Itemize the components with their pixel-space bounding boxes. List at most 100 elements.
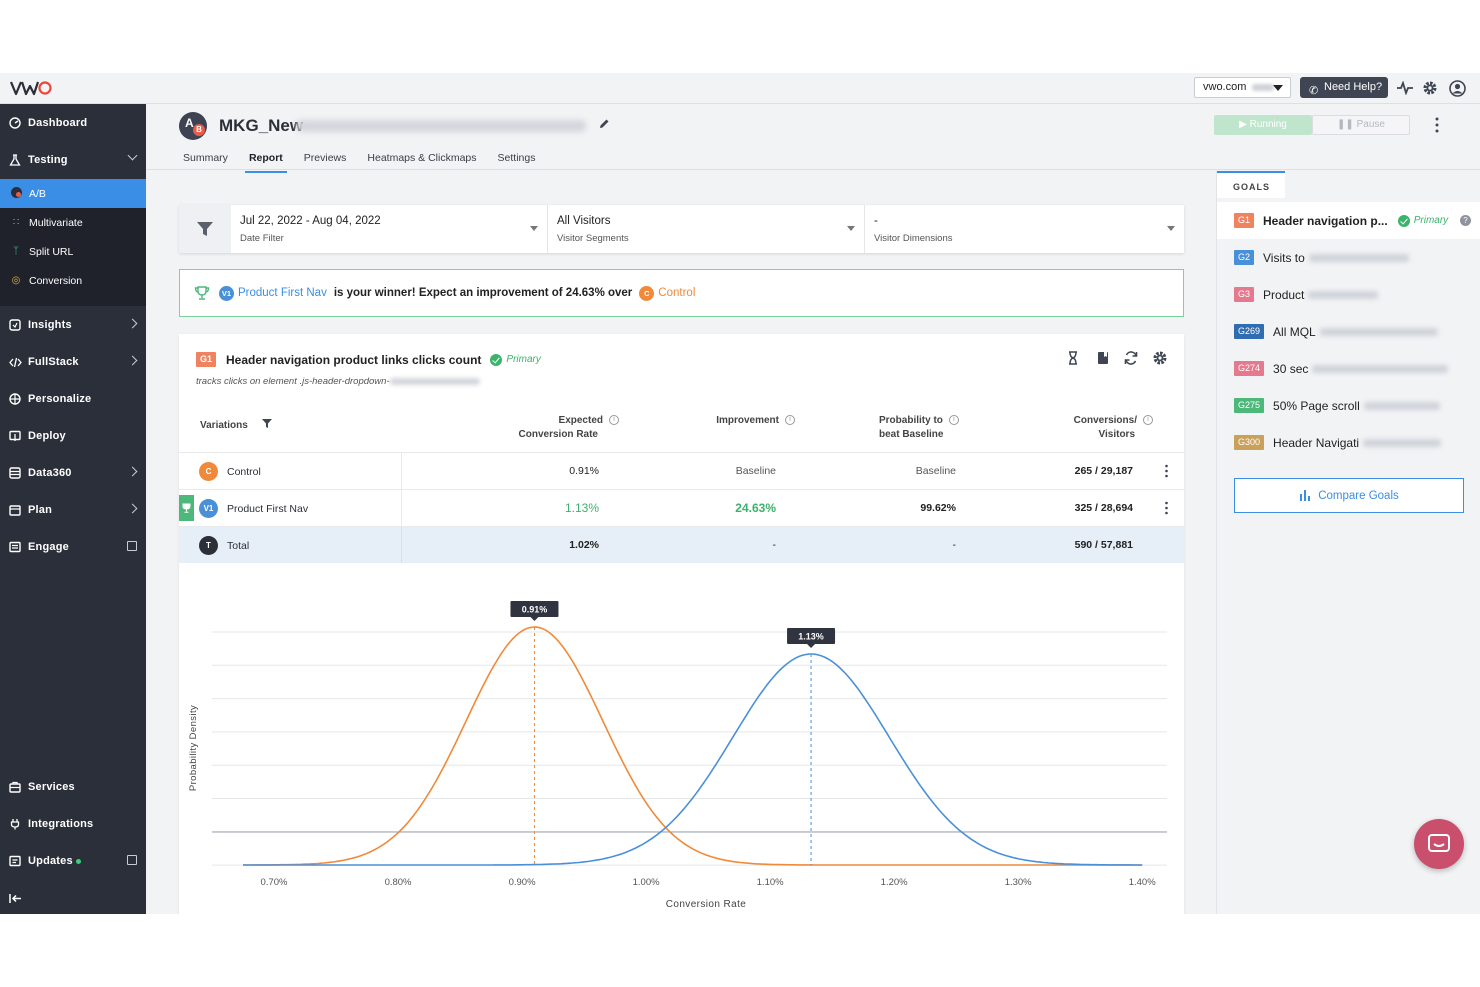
split-icon: ᛉ (13, 246, 19, 257)
sidebar-item-label: Testing (28, 154, 68, 166)
probability-header-line1: Probability to (879, 415, 943, 426)
goal-label: Header navigation p... (1263, 213, 1388, 228)
pause-button[interactable]: ❚❚ Pause (1312, 115, 1410, 135)
info-icon[interactable]: i (785, 415, 795, 426)
goal-item-g2[interactable]: G2 Visits to (1217, 239, 1480, 276)
control-link[interactable]: Control (658, 287, 696, 299)
redacted-title (296, 120, 586, 132)
tab-previews[interactable]: Previews (303, 152, 347, 164)
sidebar-subitem-conversion[interactable]: ◎ Conversion (0, 266, 146, 295)
row-more-icon[interactable] (1165, 501, 1168, 515)
sidebar-item-services[interactable]: Services (0, 770, 146, 804)
sidebar-subitem-split-url[interactable]: ᛉ Split URL (0, 237, 146, 266)
improvement-value: 24.63% (735, 501, 776, 515)
x-tick-label: 1.40% (1129, 877, 1156, 888)
collapse-arrow-icon (8, 891, 22, 905)
running-button[interactable]: ▶ Running (1214, 115, 1312, 135)
visitor-segments-filter[interactable]: All Visitors Visitor Segments (548, 205, 865, 253)
goal-item-g300[interactable]: G300 Header Navigati (1217, 424, 1480, 461)
tab-report[interactable]: Report (244, 152, 287, 173)
caret-down-icon (1167, 226, 1175, 231)
hourglass-icon[interactable] (1065, 350, 1081, 366)
sidebar-item-personalize[interactable]: Personalize (0, 382, 146, 416)
expected-header-line2: Conversion Rate (518, 429, 598, 440)
settings-gear-icon[interactable] (1152, 350, 1168, 366)
caret-down-icon (847, 226, 855, 231)
table-row[interactable]: C Control 0.91% Baseline Baseline 265 / 2… (179, 452, 1184, 489)
info-icon[interactable]: i (1143, 415, 1153, 426)
filter-icon[interactable] (261, 418, 273, 429)
new-updates-dot (75, 858, 81, 864)
peak-label: 0.91% (522, 605, 548, 615)
notebook-icon[interactable] (1095, 350, 1111, 366)
sidebar-item-testing[interactable]: Testing (0, 143, 146, 177)
sidebar-item-plan[interactable]: Plan (0, 493, 146, 527)
goal-item-g274[interactable]: G274 30 sec (1217, 350, 1480, 387)
probability-header-line2: beat Baseline (879, 429, 944, 440)
sidebar-item-deploy[interactable]: Deploy (0, 419, 146, 453)
campaign-icon-a: A (185, 116, 194, 130)
variation-name: Product First Nav (227, 502, 309, 515)
row-more-icon[interactable] (1165, 464, 1168, 478)
sidebar-item-insights[interactable]: Insights (0, 308, 146, 342)
database-icon (8, 466, 22, 480)
winner-message: is your winner! Expect an improvement of… (333, 287, 633, 299)
peak-tooltip-arrow (530, 617, 539, 621)
conversions-header-line2: Visitors (1098, 429, 1136, 440)
sidebar-item-data360[interactable]: Data360 (0, 456, 146, 490)
chat-button[interactable] (1414, 819, 1464, 869)
visitor-dimensions-filter[interactable]: - Visitor Dimensions (865, 205, 1184, 253)
primary-label: Primary (506, 354, 541, 365)
collapse-sidebar-button[interactable] (0, 881, 146, 914)
sidebar-item-fullstack[interactable]: FullStack (0, 345, 146, 379)
info-icon[interactable]: i (948, 415, 959, 426)
sidebar-item-updates[interactable]: Updates (0, 844, 146, 878)
goals-tab[interactable]: GOALS (1217, 171, 1285, 198)
goal-badge: G274 (1234, 361, 1265, 376)
tab-summary[interactable]: Summary (183, 152, 228, 164)
goal-item-g1[interactable]: G1 Header navigation p... Primary ? (1217, 202, 1480, 239)
page-title: MKG_New (219, 116, 304, 135)
info-icon[interactable]: i (609, 415, 619, 426)
tab-heatmaps[interactable]: Heatmaps & Clickmaps (367, 152, 477, 164)
help-icon[interactable]: ? (1460, 215, 1471, 226)
insights-icon (8, 318, 22, 332)
sidebar-subitem-ab[interactable]: A/B (0, 179, 146, 208)
code-icon (8, 355, 22, 369)
refresh-icon[interactable] (1123, 350, 1139, 366)
winner-variation-link[interactable]: Product First Nav (238, 287, 327, 299)
goal-item-g3[interactable]: G3 Product (1217, 276, 1480, 313)
compare-goals-label: Compare Goals (1318, 489, 1399, 502)
user-avatar-icon[interactable] (1447, 78, 1467, 98)
primary-tag: Primary (1397, 214, 1448, 227)
compare-goals-button[interactable]: Compare Goals (1234, 478, 1464, 513)
vwo-logo[interactable] (10, 79, 54, 97)
tab-settings[interactable]: Settings (497, 152, 536, 164)
sidebar-subitem-multivariate[interactable]: ∷ Multivariate (0, 208, 146, 237)
sidebar-item-dashboard[interactable]: Dashboard (0, 106, 146, 140)
goal-badge: G1 (196, 352, 217, 367)
more-options-icon[interactable] (1430, 116, 1444, 134)
table-row[interactable]: V1 Product First Nav 1.13% 24.63% 99.62% … (179, 489, 1184, 526)
sidebar-item-integrations[interactable]: Integrations (0, 807, 146, 841)
goal-item-g275[interactable]: G275 50% Page scroll (1217, 387, 1480, 424)
account-selector[interactable]: vwo.com (1194, 77, 1291, 98)
sidebar-item-label: Insights (28, 319, 72, 331)
filter-button[interactable] (179, 205, 231, 253)
goal-badge: G1 (1234, 213, 1255, 228)
activity-icon[interactable] (1395, 78, 1415, 98)
sidebar-item-label: Integrations (28, 818, 94, 830)
campaign-header: A B MKG_New ▶ Running ❚❚ Pause Summary R… (146, 104, 1480, 173)
need-help-button[interactable]: ✆ Need Help? (1300, 77, 1388, 98)
pencil-icon[interactable] (598, 118, 610, 130)
check-circle-icon (490, 353, 503, 366)
improvement-header: Improvement i (699, 414, 795, 428)
date-filter[interactable]: Jul 22, 2022 - Aug 04, 2022 Date Filter (231, 205, 548, 253)
goal-item-g269[interactable]: G269 All MQL (1217, 313, 1480, 350)
chevron-right-icon (127, 318, 138, 329)
gear-icon[interactable] (1420, 78, 1440, 98)
conversion-rate: 1.13% (564, 501, 599, 515)
sidebar-item-engage[interactable]: Engage (0, 530, 146, 564)
sidebar-item-label: Deploy (28, 430, 66, 442)
variations-header: Variations (200, 418, 273, 433)
